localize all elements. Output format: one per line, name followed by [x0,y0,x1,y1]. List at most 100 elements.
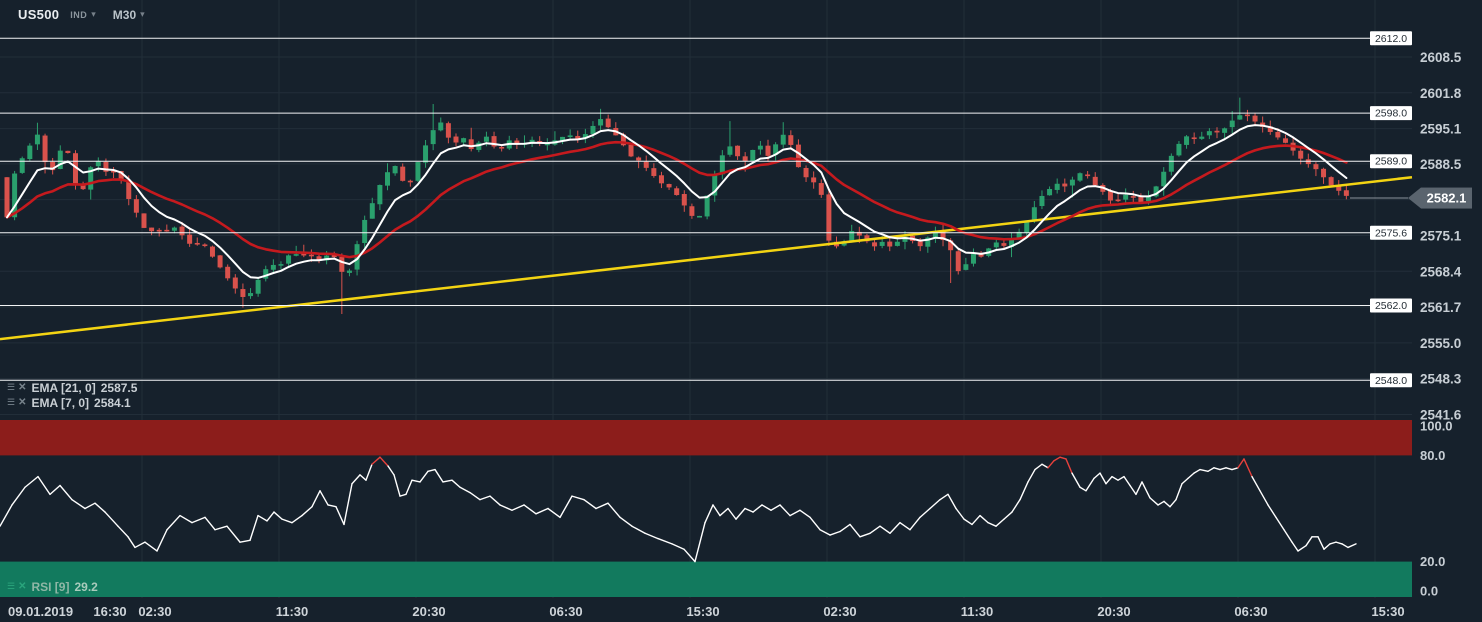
rsi-line-segment [1065,458,1073,474]
rsi-line-segment [1093,472,1101,480]
ema-slow-label: EMA [21, 0] 2587.5 [31,381,137,395]
candle-body [811,177,817,183]
candle-body [248,293,254,297]
price-level-label: 2562.0 [1370,298,1412,313]
candle-body [133,199,139,213]
price-level-label-box [1370,106,1412,121]
rsi-line-segment [359,474,367,481]
rsi-line-segment [273,511,283,520]
rsi-line-segment [117,525,129,538]
candle-body [1092,176,1098,186]
price-level-label-text: 2562.0 [1375,300,1407,312]
indicator-close-icon[interactable]: ✕ [18,397,27,408]
indicator-settings-icon[interactable]: ☰ [7,382,16,392]
candle-body [575,135,581,139]
rsi-line-segment [657,537,673,545]
rsi-line-segment [281,518,293,524]
candle-body [879,241,885,246]
rsi-line-segment [839,523,851,533]
rsi-line-segment [929,498,941,510]
candle-body [1336,185,1342,191]
price-level-label-box [1370,373,1412,388]
rsi-line-segment [1335,541,1343,545]
rsi-line-segment [1034,463,1043,471]
rsi-line-segment [427,468,436,473]
timeframe-dropdown-caret-icon[interactable]: ▾ [140,9,145,19]
candle-body [483,136,489,142]
candle-body [788,135,794,145]
rsi-line-segment [0,504,13,527]
price-level-label-text: 2598.0 [1375,108,1407,120]
symbol-dropdown-caret-icon[interactable]: ▾ [91,9,96,19]
rsi-line-segment [829,530,841,536]
candle-body [1176,143,1182,156]
trendline[interactable] [0,175,1413,341]
indicator-settings-icon[interactable]: ☰ [7,397,16,407]
rsi-line-segment [156,529,168,552]
candle-body [1130,196,1136,198]
rsi-line-segment [719,507,729,517]
indicator-settings-icon[interactable]: ☰ [7,581,16,591]
candle-body [278,264,284,266]
rsi-line-segment [1105,475,1113,485]
rsi-line-segment [1259,490,1269,506]
indicator-close-icon[interactable]: ✕ [18,581,27,592]
rsi-line-segment [1117,475,1125,481]
rsi-line-segment [799,509,811,519]
rsi-line-segment [1019,481,1029,501]
indicator-close-icon[interactable]: ✕ [18,382,27,393]
candle-body [400,166,406,181]
rsi-legend-row: ☰ ✕ RSI [9] 29.2 [7,579,98,594]
price-level-label-text: 2612.0 [1375,33,1407,45]
candle-body [1062,183,1068,187]
timeframe-selector[interactable]: M30 [112,7,137,22]
rsi-line-segment [49,484,61,496]
candle-body [34,134,40,145]
rsi-line-segment [595,502,609,510]
market-type-badge[interactable]: IND [70,9,88,20]
candle-body [932,231,938,238]
rsi-line-segment [1157,500,1165,506]
candle-body [1313,164,1319,170]
symbol-label[interactable]: US500 [18,7,60,22]
rsi-line-segment [535,507,549,515]
candle-body [1146,196,1151,202]
rsi-line-segment [1207,467,1215,473]
candle-body [742,156,748,161]
rsi-line-segment [226,525,241,543]
rsi-axis-tick: 100.0 [1420,419,1453,434]
rsi-line-segment [1341,543,1349,549]
candle-body [202,244,208,247]
candle-body [1031,207,1037,221]
candle-body [407,180,413,183]
rsi-line-segment [214,525,228,531]
candle-body [270,264,276,270]
candle-body [636,157,642,161]
rsi-line-segment [1329,541,1337,545]
candle-body [1153,186,1159,197]
rsi-line-segment [469,491,481,501]
rsi-line-segment [1169,498,1177,508]
time-axis-label: 15:30 [686,604,719,619]
rsi-line-segment [1071,472,1081,488]
candle-body [415,162,421,181]
candle-body [156,229,162,232]
rsi-line-segment [947,493,957,510]
time-axis-label: 20:30 [412,604,445,619]
rsi-line-segment [683,548,696,563]
rsi-line-segment [987,521,997,527]
rsi-line-segment [327,504,337,508]
rsi-line-segment [1163,500,1171,508]
time-axis-label: 06:30 [549,604,582,619]
rsi-line-segment [547,507,561,519]
candle-body [955,251,961,272]
rsi-line-segment [179,514,193,524]
rsi-line-segment [204,516,216,531]
time-axis-label: 06:30 [1234,604,1267,619]
rsi-axis-tick: 0.0 [1420,584,1438,599]
candle-body [993,242,999,248]
rsi-line-segment [571,495,585,501]
rsi-line-segment [451,479,461,488]
rsi-line-segment [94,502,106,513]
